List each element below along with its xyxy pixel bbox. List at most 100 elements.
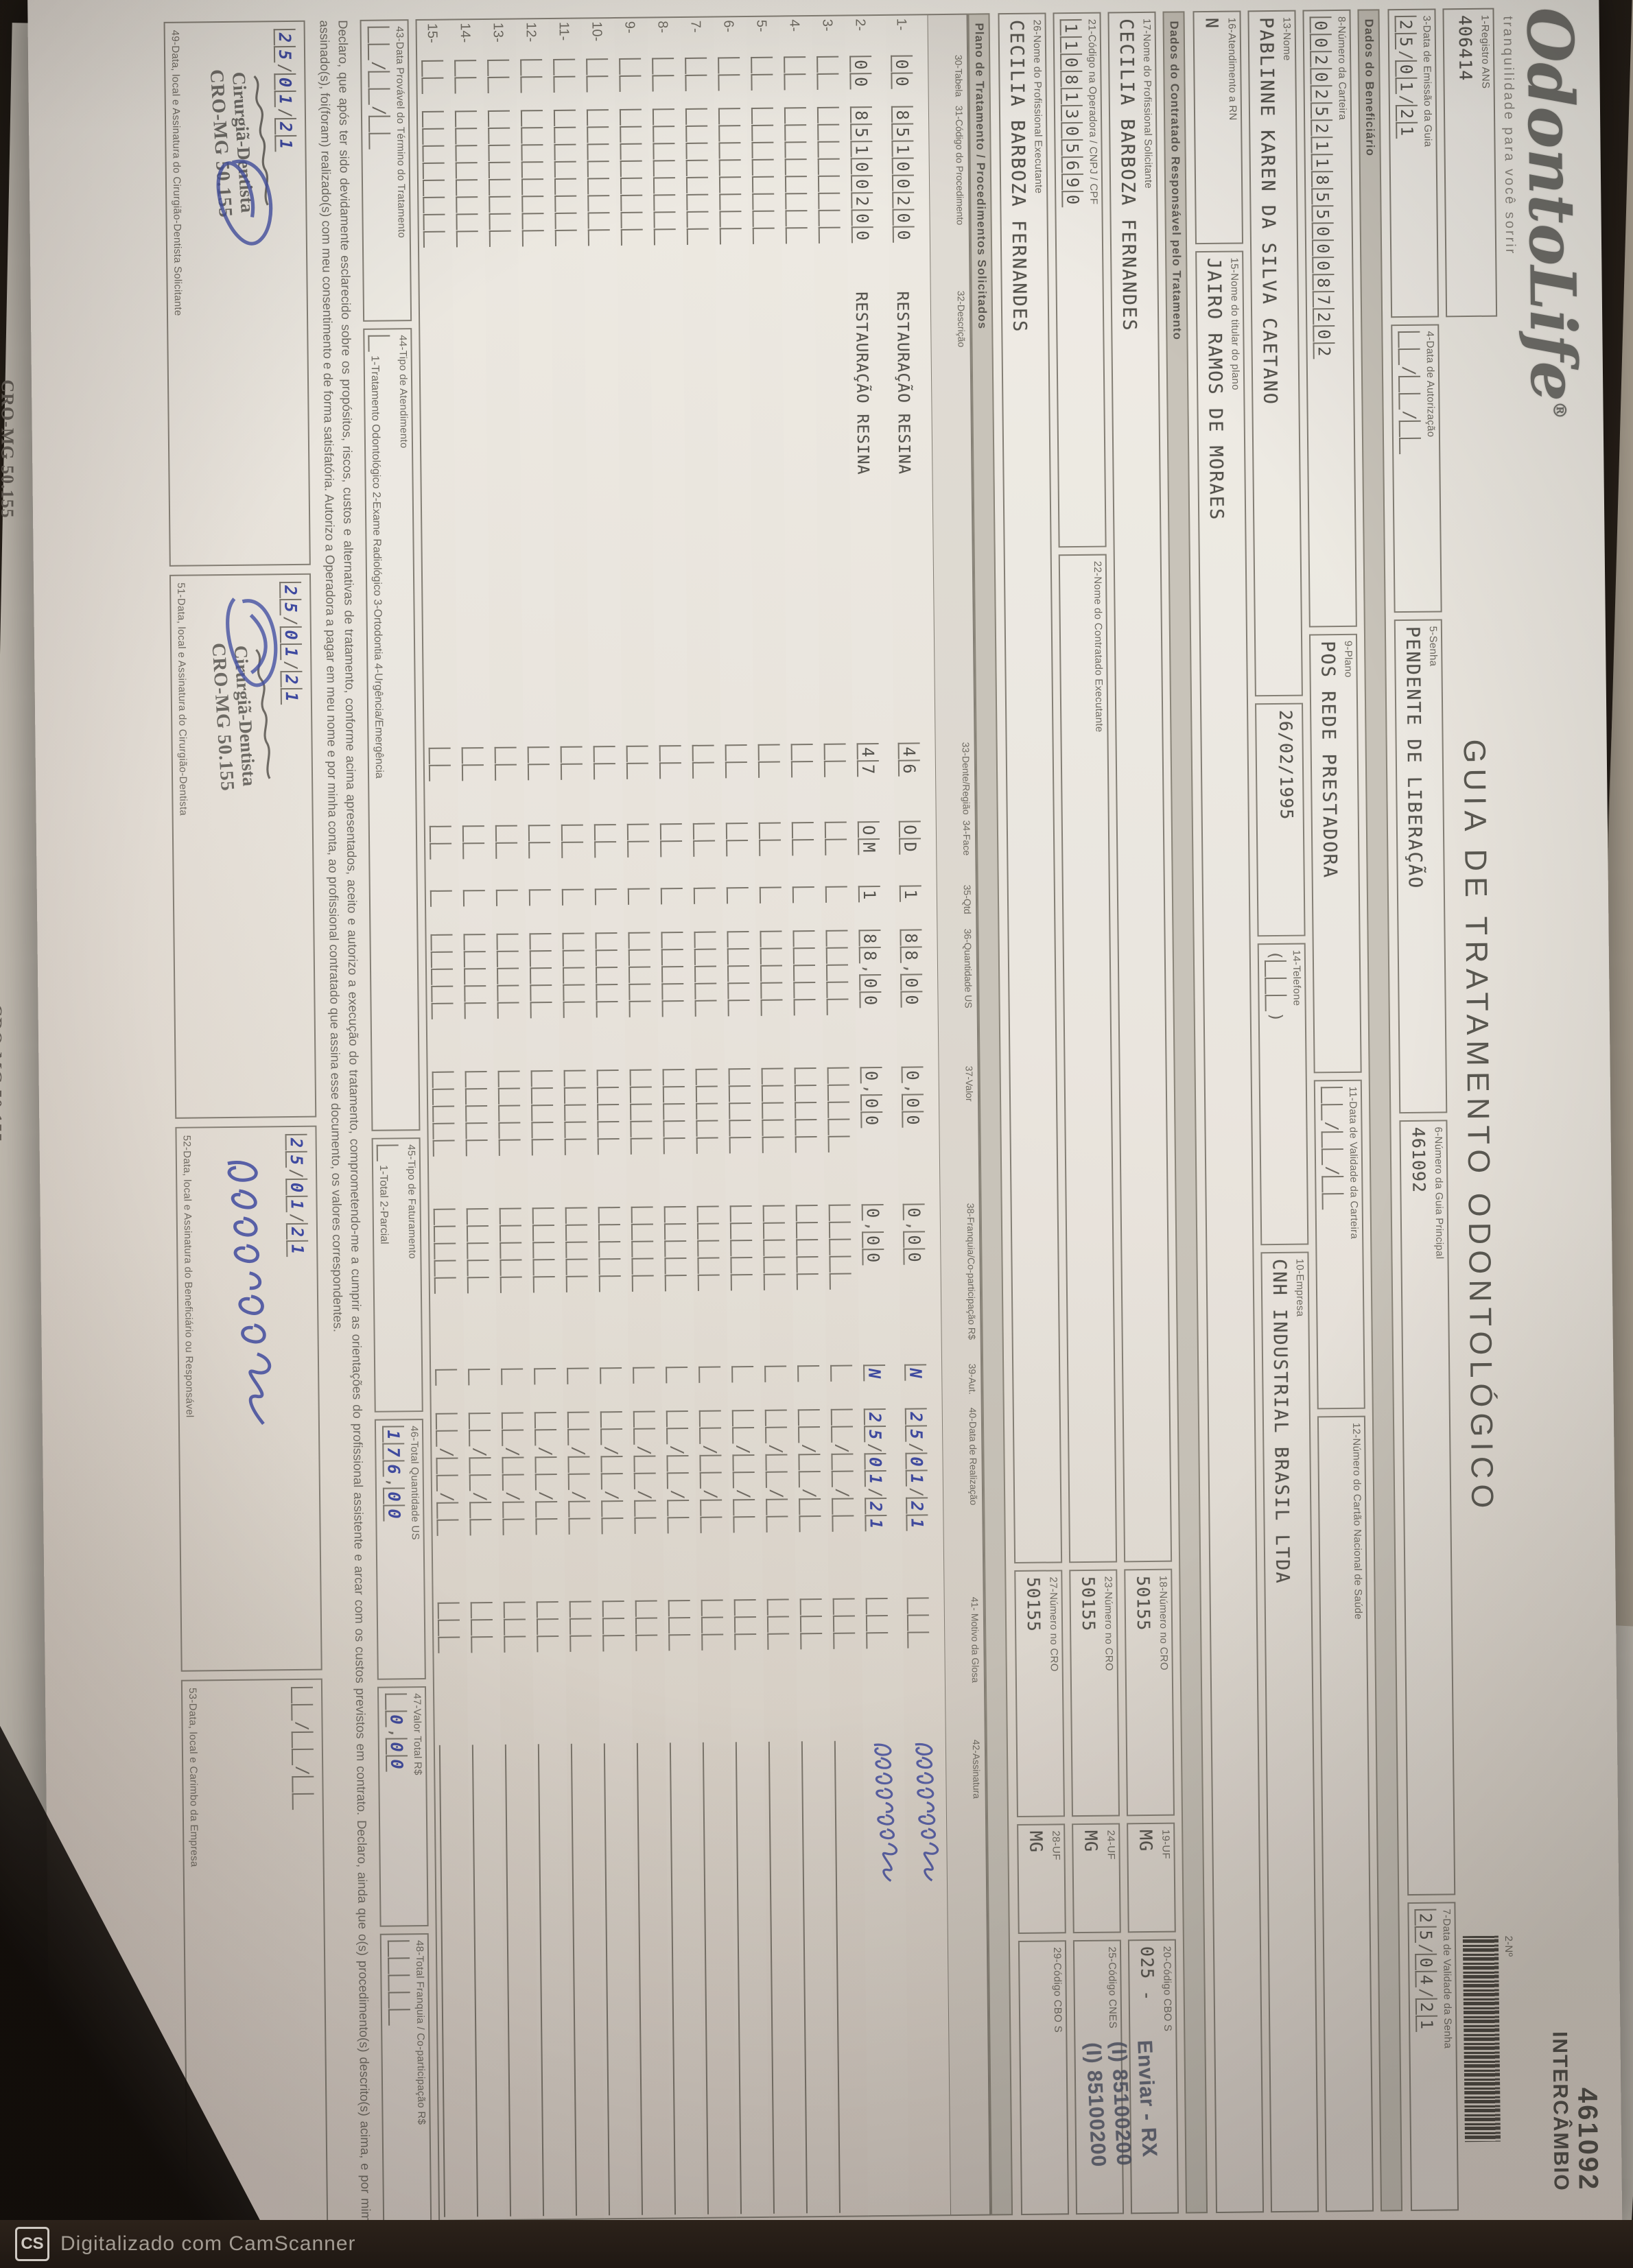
cell-qtd	[722, 884, 751, 928]
cell-n: 6-	[720, 20, 736, 33]
cell-us	[690, 929, 718, 1066]
cell-data: //	[629, 1408, 659, 1597]
cell-assin	[764, 1738, 799, 2216]
cell-valor	[593, 1067, 622, 1204]
cell-glosa	[467, 1599, 495, 1742]
cell-us	[624, 930, 653, 1067]
cell-qtd	[459, 887, 487, 931]
nascimento-value: 26/02/1995	[1276, 709, 1297, 820]
cell-assin	[633, 1740, 668, 2217]
cell-valor	[757, 1065, 786, 1203]
field-numero-guia: 2-Nº	[1462, 1935, 1517, 2210]
cell-data: 25/01/21	[860, 1406, 889, 1595]
cell-franquia	[627, 1204, 656, 1365]
cell-aut	[563, 1365, 591, 1409]
cell-codigo	[747, 105, 777, 290]
camscanner-bar: CS Digitalizado com CamScanner	[0, 2220, 1633, 2268]
cell-glosa	[434, 1599, 462, 1742]
cell-tabela	[714, 54, 742, 105]
cell-franquia	[693, 1203, 722, 1364]
cell-assin	[830, 1738, 865, 2215]
sig-53-date: //	[291, 1686, 318, 2214]
cell-aut	[694, 1363, 722, 1407]
cell-qtd	[492, 887, 520, 931]
cell-data: //	[497, 1410, 527, 1599]
cell-qtd	[426, 888, 454, 932]
cell-us	[591, 930, 620, 1067]
cell-valor	[428, 1069, 457, 1206]
cell-n: 3-	[819, 19, 835, 32]
cell-aut	[760, 1362, 788, 1406]
field-telefone: 14-Telefone ()	[1257, 943, 1309, 1246]
field-uf-24: 24-UF MG	[1072, 1823, 1121, 1934]
field-nascimento: 26/02/1995	[1255, 702, 1306, 937]
codigo-operadora-value: 11081305690	[1059, 19, 1088, 541]
camscanner-logo: CS	[15, 2227, 49, 2261]
col-header-valor: 37-Valor	[963, 1065, 976, 1102]
cell-n: 12-	[523, 22, 539, 43]
cell-franquia	[495, 1205, 524, 1366]
cell-franquia	[528, 1205, 557, 1365]
field-carteira: 8-Número da Carteira 0020252118550008720…	[1302, 9, 1357, 628]
registro-ans-value: 406414	[1455, 14, 1476, 82]
cell-n: 2-	[852, 19, 868, 32]
cell-face	[557, 822, 585, 886]
cell-glosa	[500, 1598, 528, 1741]
atendimento-rn-value: N	[1201, 17, 1222, 29]
validade-senha-value: 25/04/21	[1414, 1909, 1440, 2204]
cell-aut: N	[859, 1362, 887, 1406]
cell-desc: RESTAURAÇÃO RESINA	[893, 291, 913, 475]
cell-tabela	[417, 58, 445, 108]
field-registro-ans: 1-Registro ANS 406414	[1442, 8, 1498, 318]
cell-dente	[655, 742, 683, 820]
field-validade-senha: 7-Data de Validade da Senha 25/04/21	[1407, 1902, 1459, 2212]
cell-face	[821, 819, 849, 884]
cell-dente	[754, 742, 782, 820]
field-executante-26: 26-Nome do Profissional Executante CECIL…	[998, 12, 1063, 1564]
cell-qtd	[657, 885, 685, 929]
cell-dente: 46	[894, 740, 922, 818]
cell-us	[492, 931, 521, 1068]
col-header-assin: 42-Assinatura	[970, 1739, 983, 1799]
cell-tabela	[615, 56, 643, 106]
data-emissao-value: 25/01/21	[1394, 15, 1420, 311]
beneficiary-signature	[227, 1161, 272, 1426]
cell-valor	[659, 1066, 688, 1203]
cell-dente	[425, 745, 453, 823]
valor-total-value: 0,00	[385, 1693, 409, 1919]
cell-assin	[534, 1741, 569, 2219]
plano-value: POS REDE PRESTADORA	[1317, 641, 1341, 879]
cell-franquia	[825, 1201, 854, 1362]
field-atendimento-rn: 16-Atendimento a RN N	[1193, 10, 1244, 245]
cell-tabela	[450, 57, 478, 108]
barcode	[1462, 1935, 1501, 2142]
termino-value: //	[367, 26, 392, 314]
cell-codigo	[648, 106, 678, 291]
col-header-codigo: 31-Código do Procedimento	[953, 105, 966, 226]
cell-qtd	[624, 886, 652, 930]
cell-qtd	[558, 886, 586, 930]
field-guia-principal: 6-Número da Guia Principal 461092	[1399, 1120, 1456, 1896]
guide-tag: INTERCÂMBIO	[1548, 2031, 1573, 2192]
cell-valor	[626, 1067, 655, 1204]
field-tipo-atendimento: 44-Tipo de Atendimento 1-Tratamento Odon…	[363, 328, 421, 1131]
cell-tabela	[648, 55, 676, 106]
enviar-rx-stamp: Enviar - RX (I) 85100200 (I) 85100200	[1081, 2039, 1161, 2168]
cell-qtd	[525, 886, 553, 930]
cell-glosa	[532, 1598, 561, 1741]
cell-codigo	[714, 105, 744, 290]
cell-franquia	[561, 1205, 590, 1365]
field-cro-27: 27-Número no CRO 50155	[1014, 1570, 1066, 1818]
cell-tabela	[681, 55, 709, 106]
col-header-glosa: 41- Motivo da Glosa	[969, 1596, 981, 1684]
cell-franquia: 0,00	[899, 1201, 928, 1361]
cell-tabela: 00	[845, 53, 873, 104]
cell-aut	[793, 1362, 821, 1406]
cell-us	[525, 930, 554, 1067]
cell-dente	[787, 741, 815, 819]
cell-valor	[560, 1067, 589, 1205]
cell-face	[458, 823, 486, 887]
cell-valor	[692, 1066, 720, 1203]
cell-aut	[727, 1363, 755, 1407]
